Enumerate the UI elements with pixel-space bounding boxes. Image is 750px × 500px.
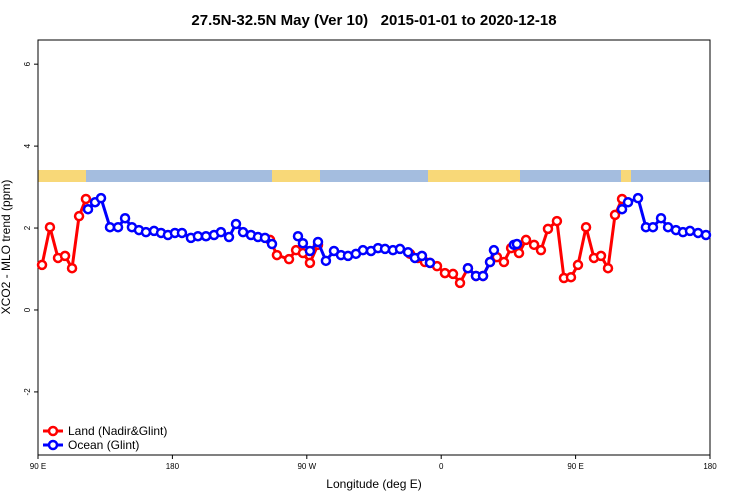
land-band [272, 170, 320, 182]
point [565, 271, 577, 283]
point [454, 277, 466, 289]
point [36, 259, 48, 271]
chart-title: 27.5N-32.5N May (Ver 10) 2015-01-01 to 2… [191, 12, 556, 29]
point [424, 257, 436, 269]
point [73, 210, 85, 222]
x-axis-label: Longitude (deg E) [326, 477, 421, 491]
point [488, 244, 500, 256]
point [304, 245, 316, 257]
point [513, 247, 525, 259]
point [304, 257, 316, 269]
plot-frame [37, 39, 711, 456]
point [266, 238, 278, 250]
point [379, 243, 391, 255]
point [595, 250, 607, 262]
x-tick-label: 180 [703, 462, 717, 471]
point [223, 231, 235, 243]
point [647, 221, 659, 233]
point [176, 227, 188, 239]
point [259, 232, 271, 244]
point [572, 259, 584, 271]
point [484, 256, 496, 268]
point [511, 238, 523, 250]
x-tick-label: 90 E [30, 462, 46, 471]
point [297, 237, 309, 249]
point [394, 243, 406, 255]
point [655, 212, 667, 224]
point [402, 246, 414, 258]
point [632, 192, 644, 204]
x-tick-label: 90 W [297, 462, 316, 471]
point [602, 262, 614, 274]
point [312, 236, 324, 248]
point [271, 249, 283, 261]
point [119, 212, 131, 224]
point [535, 244, 547, 256]
point [622, 196, 634, 208]
point [320, 255, 332, 267]
point [542, 223, 554, 235]
point [140, 226, 152, 238]
x-tick-label: 0 [439, 462, 444, 471]
land-band [428, 170, 520, 182]
point [684, 225, 696, 237]
point [580, 221, 592, 233]
legend-marker [47, 425, 59, 437]
y-tick-label: 0 [23, 307, 32, 312]
y-tick-label: 6 [23, 61, 32, 66]
y-tick-label: 2 [23, 225, 32, 230]
x-tick-label: 180 [166, 462, 180, 471]
point [528, 239, 540, 251]
point [192, 230, 204, 242]
point [551, 215, 563, 227]
land-band [38, 170, 86, 182]
point [82, 203, 94, 215]
point [215, 226, 227, 238]
x-tick-label: 90 E [567, 462, 583, 471]
ocean-band [38, 170, 710, 182]
land-band [621, 170, 631, 182]
point [609, 209, 621, 221]
point [200, 230, 212, 242]
y-axis-label: XCO2 - MLO trend (ppm) [0, 180, 13, 315]
point [112, 221, 124, 233]
point [616, 203, 628, 215]
point [700, 229, 712, 241]
point [80, 193, 92, 205]
y-tick-label: -2 [23, 388, 32, 396]
y-tick-label: 4 [23, 143, 32, 148]
point [447, 268, 459, 280]
point [520, 234, 532, 246]
point [416, 250, 428, 262]
legend-label: Land (Nadir&Glint) [68, 424, 167, 438]
point [439, 267, 451, 279]
point [95, 192, 107, 204]
point [104, 221, 116, 233]
legend-marker [47, 439, 59, 451]
point [498, 256, 510, 268]
point [477, 270, 489, 282]
point [230, 218, 242, 230]
point [357, 244, 369, 256]
point [44, 221, 56, 233]
legend-label: Ocean (Glint) [68, 438, 139, 452]
point [292, 230, 304, 242]
land-ocean-band [38, 170, 710, 182]
point [283, 253, 295, 265]
point [66, 262, 78, 274]
point [462, 262, 474, 274]
point [59, 250, 71, 262]
